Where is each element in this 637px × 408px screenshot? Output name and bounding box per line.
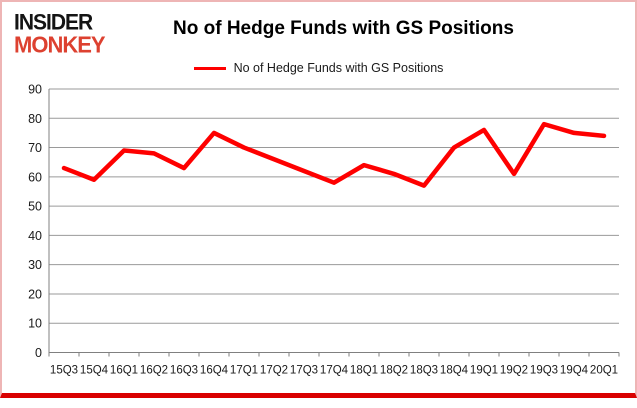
x-tick-label: 18Q2	[380, 365, 408, 377]
x-tick-label: 19Q1	[470, 365, 498, 377]
x-tick-label: 17Q2	[260, 365, 288, 377]
x-tick-label: 20Q1	[590, 365, 618, 377]
x-tick-label: 16Q2	[140, 365, 168, 377]
x-tick-label: 16Q4	[200, 365, 229, 377]
insider-monkey-logo: INSIDER MONKEY	[14, 10, 124, 58]
logo-line2: MONKEY	[14, 31, 106, 58]
x-tick-label: 18Q1	[350, 365, 378, 377]
x-tick-label: 15Q4	[80, 365, 109, 377]
y-tick-label: 70	[28, 141, 42, 155]
x-tick-label: 17Q4	[320, 365, 349, 377]
x-tick-label: 19Q3	[530, 365, 558, 377]
chart-title: No of Hedge Funds with GS Positions	[173, 18, 514, 39]
x-tick-label: 19Q4	[560, 365, 589, 377]
y-tick-label: 90	[28, 83, 42, 97]
x-tick-label: 16Q1	[110, 365, 138, 377]
y-tick-label: 50	[28, 200, 42, 214]
legend-label: No of Hedge Funds with GS Positions	[233, 61, 444, 75]
y-tick-label: 0	[35, 346, 42, 360]
legend: No of Hedge Funds with GS Positions	[2, 60, 635, 76]
y-tick-label: 10	[28, 317, 42, 331]
x-tick-label: 19Q2	[500, 365, 528, 377]
y-tick-label: 40	[28, 229, 42, 243]
legend-line-swatch	[193, 66, 226, 70]
y-tick-label: 20	[28, 287, 42, 301]
x-tick-label: 18Q3	[410, 365, 438, 377]
y-tick-label: 80	[28, 112, 42, 126]
y-tick-label: 30	[28, 258, 42, 272]
x-tick-label: 16Q3	[170, 365, 198, 377]
x-tick-label: 15Q3	[50, 365, 78, 377]
x-tick-label: 17Q1	[230, 365, 258, 377]
series-line	[61, 121, 607, 188]
x-tick-label: 17Q3	[290, 365, 318, 377]
logo-line1: INSIDER	[14, 10, 93, 35]
chart-frame: INSIDER MONKEY No of Hedge Funds with GS…	[0, 0, 637, 398]
y-tick-label: 60	[28, 170, 42, 184]
x-tick-label: 18Q4	[440, 365, 469, 377]
